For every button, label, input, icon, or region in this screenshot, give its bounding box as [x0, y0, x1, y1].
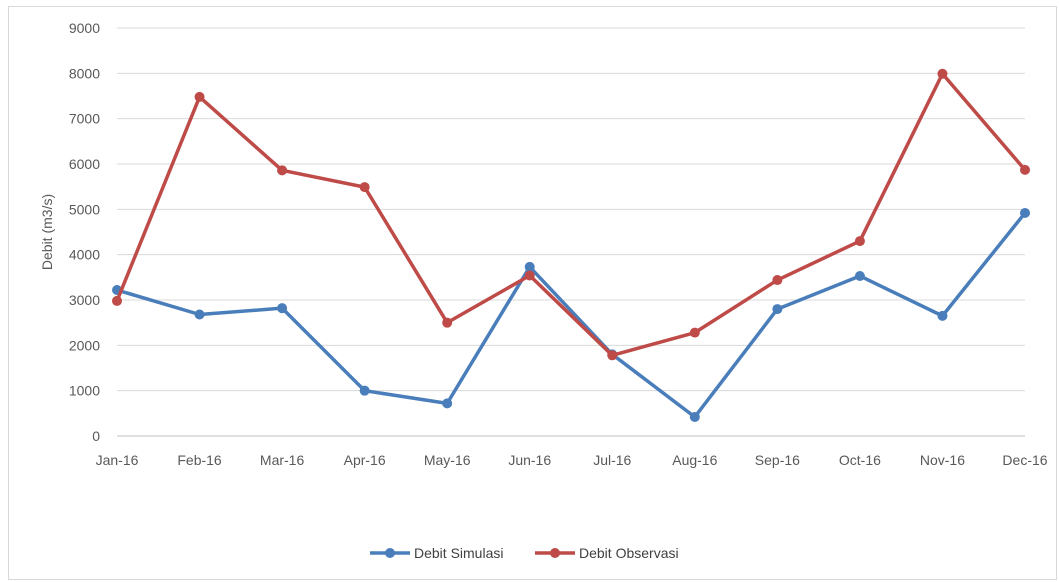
- gridlines: [117, 28, 1025, 436]
- data-point: [442, 318, 452, 328]
- data-point: [195, 92, 205, 102]
- data-point: [772, 275, 782, 285]
- legend-item: Debit Simulasi: [370, 545, 503, 561]
- y-tick-label: 9000: [69, 20, 100, 36]
- y-tick-label: 3000: [69, 292, 100, 308]
- legend-swatch-marker: [550, 548, 560, 558]
- x-tick-label: Jun-16: [508, 452, 551, 468]
- legend-label: Debit Simulasi: [414, 545, 503, 561]
- data-point: [195, 310, 205, 320]
- data-point: [1020, 165, 1030, 175]
- data-point: [360, 182, 370, 192]
- data-point: [937, 69, 947, 79]
- y-tick-label: 0: [92, 428, 100, 444]
- x-tick-label: Feb-16: [177, 452, 222, 468]
- x-tick-label: Dec-16: [1002, 452, 1047, 468]
- y-tick-label: 2000: [69, 337, 100, 353]
- data-point: [772, 304, 782, 314]
- data-point: [277, 303, 287, 313]
- y-tick-label: 5000: [69, 201, 100, 217]
- legend: Debit Simulasi Debit Observasi: [370, 545, 679, 561]
- data-point: [855, 271, 865, 281]
- x-tick-label: May-16: [424, 452, 471, 468]
- y-tick-label: 8000: [69, 65, 100, 81]
- data-point: [607, 350, 617, 360]
- y-axis-tick-labels: 0 1000 2000 3000 4000 5000 6000 7000 8000 9000: [69, 20, 100, 444]
- y-tick-label: 7000: [69, 111, 100, 127]
- y-axis-title: Debit (m3/s): [39, 194, 55, 270]
- data-point: [690, 328, 700, 338]
- data-point: [360, 386, 370, 396]
- data-point: [277, 165, 287, 175]
- data-point: [937, 311, 947, 321]
- legend-item: Debit Observasi: [535, 545, 679, 561]
- x-tick-label: Apr-16: [344, 452, 386, 468]
- series-line: [117, 74, 1025, 356]
- x-tick-label: Oct-16: [839, 452, 881, 468]
- data-point: [112, 296, 122, 306]
- x-tick-label: Mar-16: [260, 452, 305, 468]
- y-tick-label: 1000: [69, 383, 100, 399]
- x-tick-label: Jul-16: [593, 452, 631, 468]
- y-tick-label: 6000: [69, 156, 100, 172]
- x-tick-label: Jan-16: [96, 452, 139, 468]
- y-tick-label: 4000: [69, 247, 100, 263]
- x-tick-label: Sep-16: [755, 452, 800, 468]
- series-layer: [112, 69, 1030, 422]
- x-tick-label: Nov-16: [920, 452, 965, 468]
- data-point: [525, 271, 535, 281]
- legend-swatch-marker: [385, 548, 395, 558]
- data-point: [855, 236, 865, 246]
- x-tick-label: Aug-16: [672, 452, 717, 468]
- series-2: [112, 69, 1030, 361]
- data-point: [442, 398, 452, 408]
- data-point: [525, 262, 535, 272]
- data-point: [690, 412, 700, 422]
- x-axis-tick-labels: Jan-16 Feb-16 Mar-16 Apr-16 May-16 Jun-16 Jul-…: [96, 452, 1048, 468]
- legend-label: Debit Observasi: [579, 545, 679, 561]
- data-point: [1020, 208, 1030, 218]
